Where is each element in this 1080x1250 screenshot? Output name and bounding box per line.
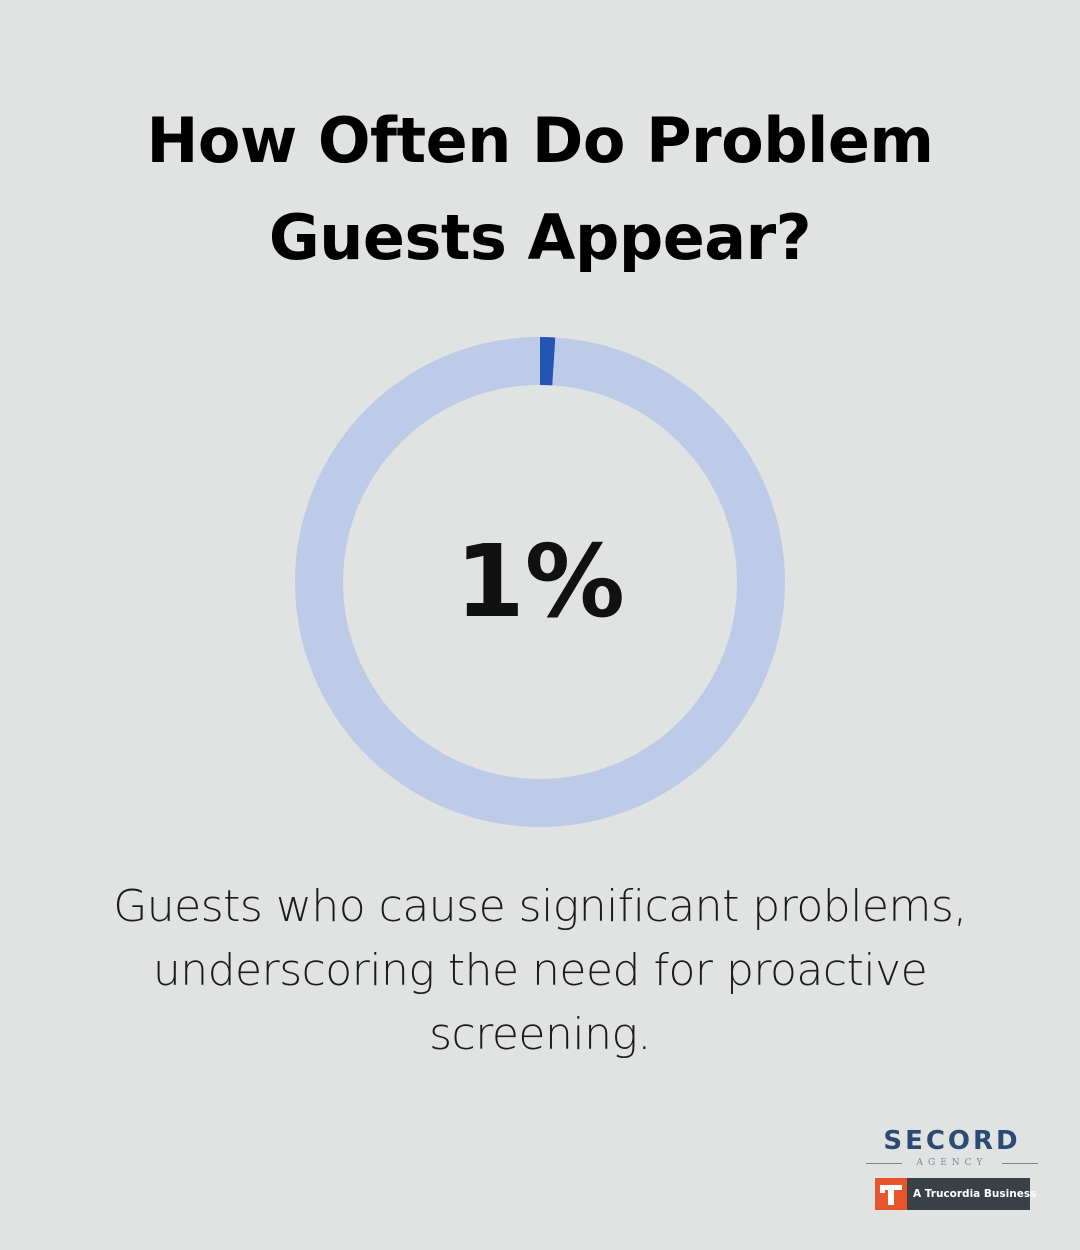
logo-subtitle: AGENCY <box>916 1158 988 1168</box>
secord-agency-logo: SECORD AGENCY A Trucordia Business <box>864 1124 1040 1214</box>
donut-slice-remainder <box>295 337 785 827</box>
chart-title-line-1: How Often Do Problem <box>146 104 934 177</box>
chart-title: How Often Do Problem Guests Appear? <box>0 92 1080 286</box>
caption-line-2: underscoring the need for proactive <box>152 945 928 996</box>
logo-divider-left <box>866 1163 902 1164</box>
caption-line-3: screening. <box>429 1009 651 1060</box>
donut-slices <box>295 337 785 827</box>
logo-brand: SECORD <box>883 1126 1021 1156</box>
donut-chart <box>295 337 785 827</box>
donut-center-value: 1% <box>455 523 625 640</box>
chart-caption: Guests who cause significant problems, u… <box>90 875 990 1067</box>
chart-title-line-2: Guests Appear? <box>268 201 812 274</box>
trucordia-badge-text: A Trucordia Business <box>913 1188 1037 1200</box>
caption-line-1: Guests who cause significant problems, <box>113 881 967 932</box>
logo-divider-right <box>1002 1163 1038 1164</box>
logo-subtitle-row: AGENCY <box>864 1156 1040 1170</box>
trucordia-badge: A Trucordia Business <box>875 1178 1036 1210</box>
trucordia-t-icon <box>875 1178 907 1210</box>
